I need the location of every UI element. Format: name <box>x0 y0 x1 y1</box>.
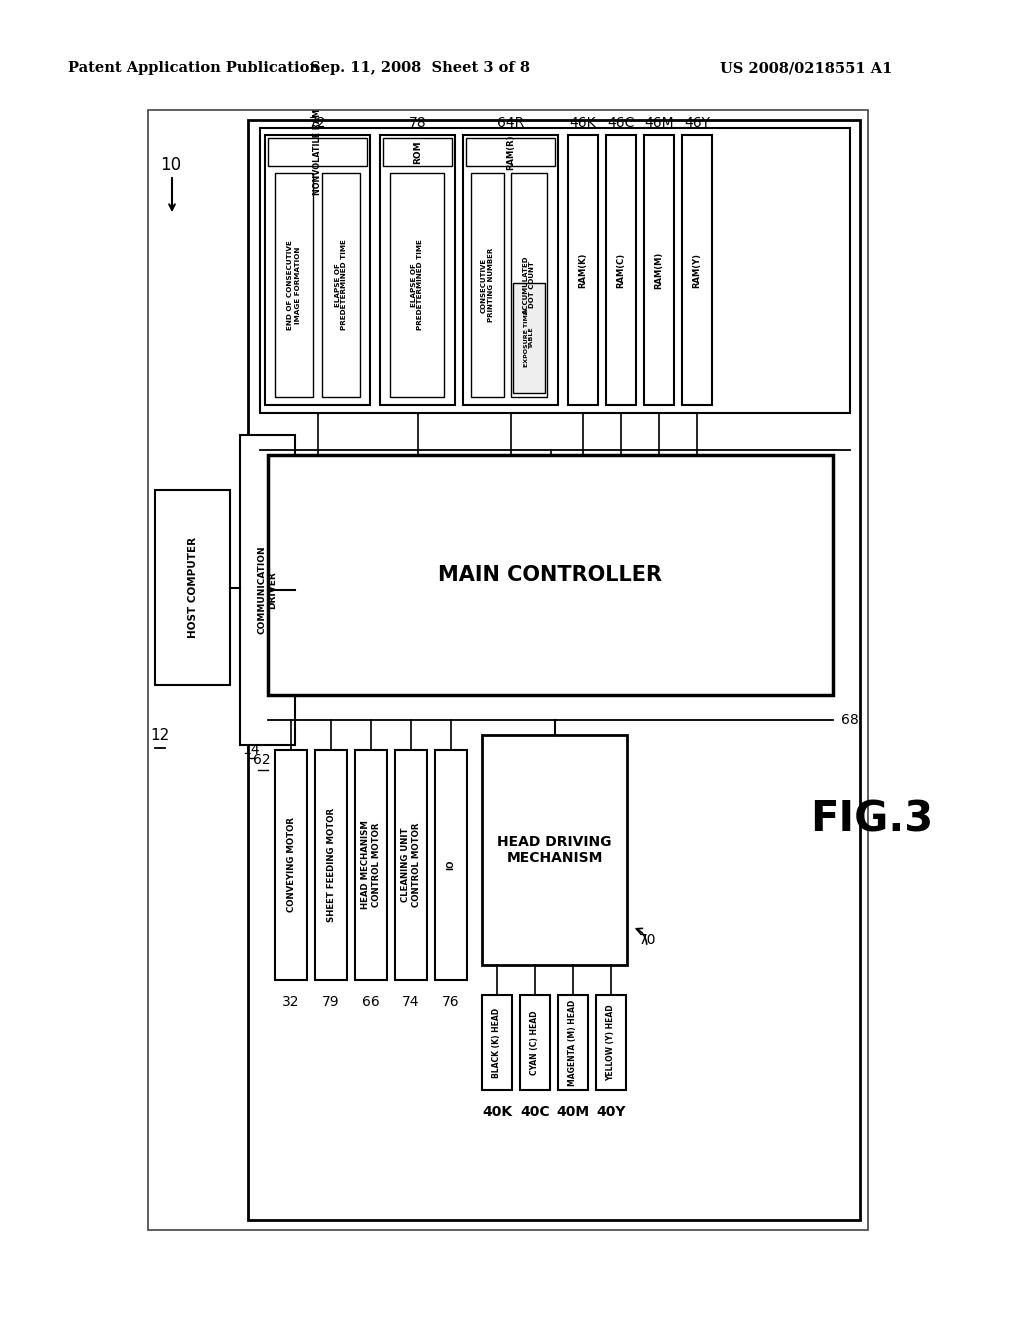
Bar <box>240 436 295 744</box>
Bar <box>155 490 230 685</box>
Bar <box>682 135 712 405</box>
Bar <box>315 750 347 979</box>
Bar <box>568 135 598 405</box>
Text: ACCUMULATED
DOT COUNT: ACCUMULATED DOT COUNT <box>522 256 536 314</box>
Text: 14: 14 <box>242 743 260 756</box>
Bar <box>471 173 504 397</box>
Text: 76: 76 <box>442 995 460 1008</box>
Bar <box>511 173 547 397</box>
Text: NONVOLATILE RAM: NONVOLATILE RAM <box>313 110 322 195</box>
Text: 68: 68 <box>841 713 859 727</box>
Text: HEAD MECHANISM
CONTROL MOTOR: HEAD MECHANISM CONTROL MOTOR <box>361 821 381 909</box>
Text: 79: 79 <box>323 995 340 1008</box>
Bar <box>395 750 427 979</box>
Bar <box>148 110 868 1230</box>
Text: 32: 32 <box>283 995 300 1008</box>
Text: 64R: 64R <box>497 116 524 129</box>
Bar <box>644 135 674 405</box>
Text: 66: 66 <box>362 995 380 1008</box>
Text: 40M: 40M <box>556 1105 590 1119</box>
Bar <box>513 282 545 393</box>
Text: 40C: 40C <box>520 1105 550 1119</box>
Text: 72: 72 <box>309 116 327 129</box>
Text: Patent Application Publication: Patent Application Publication <box>68 61 319 75</box>
Bar <box>275 750 307 979</box>
Bar <box>260 128 850 413</box>
Text: RAM(M): RAM(M) <box>654 251 664 289</box>
Bar <box>355 750 387 979</box>
Bar <box>435 750 467 979</box>
Bar <box>380 135 455 405</box>
Text: BLACK (K) HEAD: BLACK (K) HEAD <box>493 1007 502 1077</box>
Text: 46M: 46M <box>644 116 674 129</box>
Text: CYAN (C) HEAD: CYAN (C) HEAD <box>530 1010 540 1074</box>
Text: IO: IO <box>446 859 456 870</box>
Bar <box>248 120 860 1220</box>
Text: CLEANING UNIT
CONTROL MOTOR: CLEANING UNIT CONTROL MOTOR <box>401 822 421 907</box>
Text: CONSECUTIVE
PRINTING NUMBER: CONSECUTIVE PRINTING NUMBER <box>481 248 494 322</box>
Text: 78: 78 <box>409 116 426 129</box>
Text: MAIN CONTROLLER: MAIN CONTROLLER <box>438 565 663 585</box>
Text: US 2008/0218551 A1: US 2008/0218551 A1 <box>720 61 892 75</box>
Text: SHEET FEEDING MOTOR: SHEET FEEDING MOTOR <box>327 808 336 923</box>
Bar <box>482 995 512 1090</box>
Bar <box>463 135 558 405</box>
Text: END OF CONSECUTIVE
IMAGE FORMATION: END OF CONSECUTIVE IMAGE FORMATION <box>288 240 300 330</box>
Text: 70: 70 <box>639 933 656 946</box>
Text: COMMUNICATION
DRIVER: COMMUNICATION DRIVER <box>258 545 278 635</box>
Text: YELLOW (Y) HEAD: YELLOW (Y) HEAD <box>606 1005 615 1081</box>
Text: 40Y: 40Y <box>596 1105 626 1119</box>
Bar <box>390 173 444 397</box>
Bar <box>482 735 627 965</box>
Text: FIG.3: FIG.3 <box>810 799 933 841</box>
Text: 74: 74 <box>402 995 420 1008</box>
Text: 46C: 46C <box>607 116 635 129</box>
Bar <box>606 135 636 405</box>
Bar <box>275 173 313 397</box>
Text: EXPOSURE TIME
TABLE: EXPOSURE TIME TABLE <box>523 309 535 367</box>
Text: 40K: 40K <box>482 1105 512 1119</box>
Bar <box>558 995 588 1090</box>
Bar <box>268 455 833 696</box>
Bar <box>383 139 452 166</box>
Text: 46Y: 46Y <box>684 116 710 129</box>
Text: ROM: ROM <box>413 140 422 164</box>
Text: ELAPSE OF
PREDETERMINED TIME: ELAPSE OF PREDETERMINED TIME <box>335 239 347 330</box>
Bar <box>520 995 550 1090</box>
Text: RAM(K): RAM(K) <box>579 252 588 288</box>
Bar <box>265 135 370 405</box>
Text: RAM(R): RAM(R) <box>506 135 515 170</box>
Bar <box>322 173 360 397</box>
Text: HEAD DRIVING
MECHANISM: HEAD DRIVING MECHANISM <box>498 836 611 865</box>
Text: HOST COMPUTER: HOST COMPUTER <box>187 537 198 638</box>
Text: 62: 62 <box>253 752 270 767</box>
Text: RAM(Y): RAM(Y) <box>692 252 701 288</box>
Text: MAGENTA (M) HEAD: MAGENTA (M) HEAD <box>568 999 578 1085</box>
Text: RAM(C): RAM(C) <box>616 252 626 288</box>
Text: 10: 10 <box>160 156 181 174</box>
Text: 12: 12 <box>150 727 169 742</box>
Text: CONVEYING MOTOR: CONVEYING MOTOR <box>287 817 296 912</box>
Text: Sep. 11, 2008  Sheet 3 of 8: Sep. 11, 2008 Sheet 3 of 8 <box>310 61 530 75</box>
Bar <box>268 139 367 166</box>
Text: ELAPSE OF
PREDETERMINED TIME: ELAPSE OF PREDETERMINED TIME <box>411 239 424 330</box>
Text: 46K: 46K <box>569 116 596 129</box>
Bar <box>466 139 555 166</box>
Bar <box>596 995 626 1090</box>
